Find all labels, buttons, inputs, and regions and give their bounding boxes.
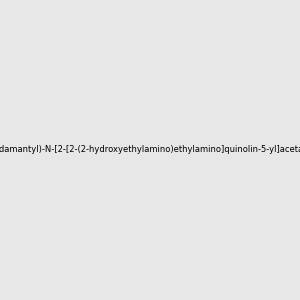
Text: 2-(1-adamantyl)-N-[2-[2-(2-hydroxyethylamino)ethylamino]quinolin-5-yl]acetamide: 2-(1-adamantyl)-N-[2-[2-(2-hydroxyethyla… xyxy=(0,146,300,154)
